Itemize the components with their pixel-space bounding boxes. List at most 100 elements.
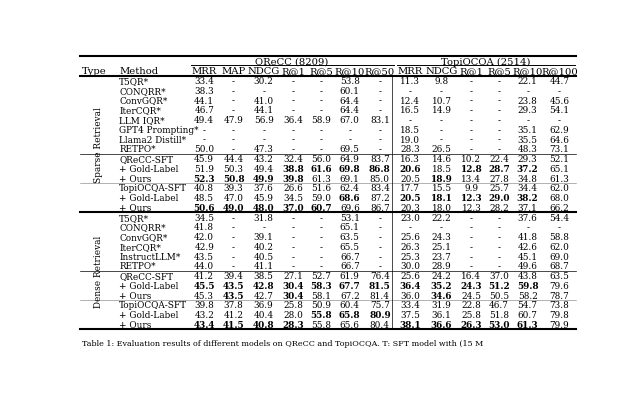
Text: 80.4: 80.4 [370, 320, 390, 329]
Text: 46.7: 46.7 [489, 301, 509, 310]
Text: 24.2: 24.2 [431, 272, 452, 281]
Text: 43.2: 43.2 [194, 310, 214, 319]
Text: 12.3: 12.3 [461, 203, 481, 212]
Text: -: - [470, 135, 473, 144]
Text: 25.1: 25.1 [431, 243, 452, 251]
Text: 40.2: 40.2 [253, 243, 274, 251]
Text: 40.4: 40.4 [253, 310, 274, 319]
Text: 49.0: 49.0 [223, 203, 244, 212]
Text: 69.0: 69.0 [549, 252, 570, 261]
Text: -: - [378, 126, 381, 135]
Text: 41.5: 41.5 [223, 320, 244, 329]
Text: 54.4: 54.4 [549, 213, 570, 222]
Text: 69.8: 69.8 [339, 164, 360, 173]
Text: 49.6: 49.6 [518, 262, 538, 271]
Text: 37.1: 37.1 [518, 203, 538, 212]
Text: 68.7: 68.7 [550, 262, 569, 271]
Text: 58.9: 58.9 [311, 116, 331, 125]
Text: 23.8: 23.8 [518, 96, 538, 105]
Text: 51.2: 51.2 [488, 281, 509, 290]
Text: 49.4: 49.4 [253, 164, 274, 173]
Text: -: - [470, 145, 473, 154]
Text: 41.1: 41.1 [253, 262, 274, 271]
Text: + Gold-Label: + Gold-Label [119, 310, 179, 319]
Text: -: - [378, 77, 381, 86]
Text: 33.4: 33.4 [400, 301, 420, 310]
Text: -: - [378, 96, 381, 105]
Text: 18.9: 18.9 [431, 174, 452, 183]
Text: 29.3: 29.3 [518, 155, 538, 164]
Text: -: - [497, 96, 500, 105]
Text: TopiOCQA-SFT: TopiOCQA-SFT [119, 301, 188, 310]
Text: -: - [497, 223, 500, 232]
Text: 50.6: 50.6 [193, 203, 215, 212]
Text: 64.4: 64.4 [340, 106, 360, 115]
Text: -: - [292, 145, 295, 154]
Text: 64.9: 64.9 [340, 155, 360, 164]
Text: 45.1: 45.1 [518, 252, 538, 261]
Text: 25.6: 25.6 [400, 233, 420, 242]
Text: NDCG: NDCG [248, 67, 280, 76]
Text: 28.3: 28.3 [283, 320, 304, 329]
Text: 41.2: 41.2 [223, 310, 244, 319]
Text: 56.0: 56.0 [311, 155, 331, 164]
Text: -: - [319, 126, 323, 135]
Text: Sparse Retrieval: Sparse Retrieval [94, 107, 103, 182]
Text: 37.0: 37.0 [283, 203, 304, 212]
Text: 26.5: 26.5 [431, 145, 452, 154]
Text: -: - [497, 243, 500, 251]
Text: -: - [470, 116, 473, 125]
Text: 80.9: 80.9 [369, 310, 390, 319]
Text: 42.8: 42.8 [253, 281, 275, 290]
Text: -: - [497, 233, 500, 242]
Text: -: - [470, 243, 473, 251]
Text: 59.8: 59.8 [517, 281, 538, 290]
Text: Type: Type [82, 67, 107, 76]
Text: 22.2: 22.2 [432, 213, 451, 222]
Text: 38.1: 38.1 [399, 320, 421, 329]
Text: -: - [232, 145, 235, 154]
Text: -: - [378, 233, 381, 242]
Text: R@10: R@10 [335, 67, 365, 76]
Text: 65.1: 65.1 [340, 223, 360, 232]
Text: -: - [232, 223, 235, 232]
Text: -: - [292, 106, 295, 115]
Text: -: - [292, 135, 295, 144]
Text: R@5: R@5 [309, 67, 333, 76]
Text: 44.0: 44.0 [194, 262, 214, 271]
Text: 66.7: 66.7 [340, 262, 360, 271]
Text: 28.7: 28.7 [488, 164, 509, 173]
Text: 17.7: 17.7 [400, 184, 420, 193]
Text: -: - [470, 213, 473, 222]
Text: 44.1: 44.1 [253, 106, 274, 115]
Text: 86.7: 86.7 [370, 203, 390, 212]
Text: 78.7: 78.7 [550, 291, 569, 300]
Text: 42.0: 42.0 [194, 233, 214, 242]
Text: -: - [348, 126, 351, 135]
Text: -: - [262, 135, 265, 144]
Text: 24.3: 24.3 [461, 281, 482, 290]
Text: 69.5: 69.5 [340, 145, 360, 154]
Text: -: - [319, 87, 323, 96]
Text: 11.3: 11.3 [400, 77, 420, 86]
Text: 38.8: 38.8 [283, 164, 304, 173]
Text: 51.9: 51.9 [194, 164, 214, 173]
Text: -: - [497, 106, 500, 115]
Text: 49.4: 49.4 [194, 116, 214, 125]
Text: 28.3: 28.3 [401, 145, 420, 154]
Text: 42.6: 42.6 [518, 243, 538, 251]
Text: MRR: MRR [397, 67, 423, 76]
Text: 34.8: 34.8 [518, 174, 538, 183]
Text: QReCC-SFT: QReCC-SFT [119, 155, 173, 164]
Text: 45.5: 45.5 [193, 281, 215, 290]
Text: -: - [292, 213, 295, 222]
Text: -: - [232, 106, 235, 115]
Text: 45.9: 45.9 [194, 155, 214, 164]
Text: 54.1: 54.1 [549, 106, 570, 115]
Text: 53.8: 53.8 [340, 77, 360, 86]
Text: -: - [232, 233, 235, 242]
Text: 53.1: 53.1 [340, 213, 360, 222]
Text: 39.8: 39.8 [195, 301, 214, 310]
Text: 26.3: 26.3 [401, 243, 420, 251]
Text: -: - [497, 252, 500, 261]
